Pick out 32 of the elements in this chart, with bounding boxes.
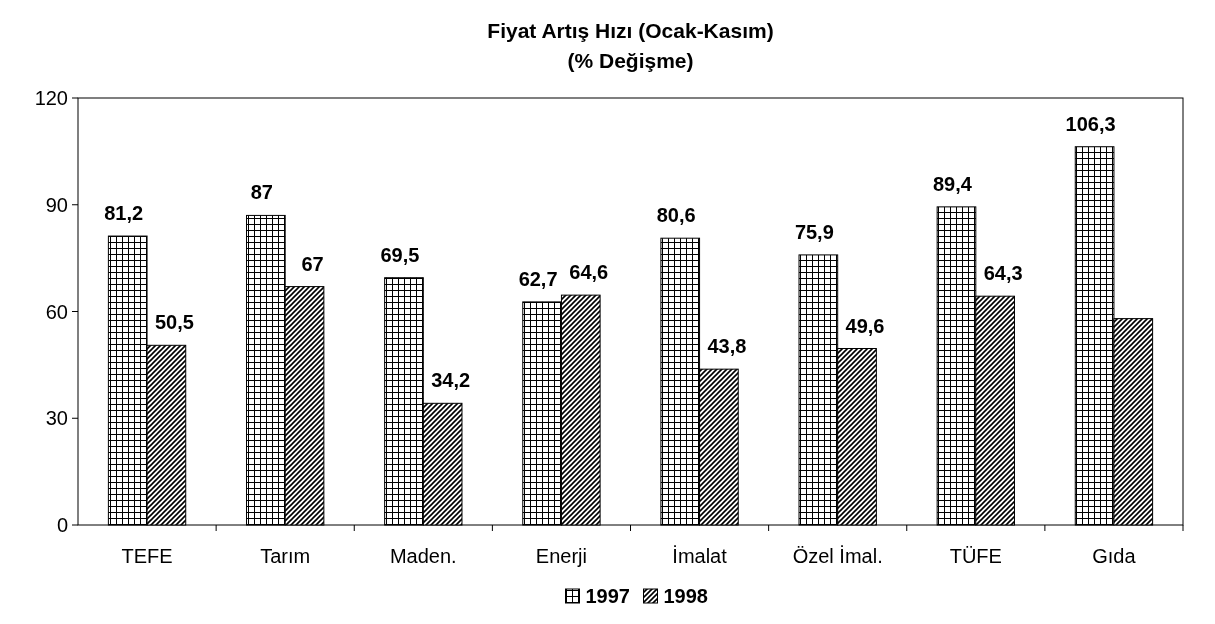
chart-title: Fiyat Artış Hızı (Ocak-Kasım) xyxy=(487,19,774,42)
legend-label: 1997 xyxy=(585,585,630,607)
data-label: 62,7 xyxy=(518,267,558,290)
data-label: 67 xyxy=(301,252,324,275)
data-label: 64,6 xyxy=(569,261,609,284)
chart-subtitle: (% Değişme) xyxy=(567,49,694,72)
data-label: 69,5 xyxy=(380,243,420,266)
data-label: 43,8 xyxy=(707,335,747,358)
legend-label: 1998 xyxy=(663,585,708,607)
y-tick-label: 0 xyxy=(56,514,68,536)
data-label: 87 xyxy=(250,181,273,204)
data-label: 80,6 xyxy=(656,204,696,227)
x-tick-label: Tarım xyxy=(260,545,311,567)
data-label: 34,2 xyxy=(431,369,471,392)
data-label: 50,5 xyxy=(154,311,194,334)
x-tick-label: Enerji xyxy=(535,545,588,567)
data-label: 106,3 xyxy=(1065,112,1116,135)
y-tick-label: 30 xyxy=(45,407,68,430)
data-label: 81,2 xyxy=(104,202,144,225)
data-label: 89,4 xyxy=(933,172,973,195)
data-label: 64,3 xyxy=(983,262,1023,285)
y-tick-label: 120 xyxy=(34,87,68,109)
x-tick-label: TÜFE xyxy=(949,545,1002,567)
x-tick-label: Gıda xyxy=(1092,545,1137,567)
x-tick-label: Özel İmal. xyxy=(792,545,883,567)
y-tick-label: 60 xyxy=(45,300,68,323)
data-label: 75,9 xyxy=(794,220,834,243)
data-label: 49,6 xyxy=(845,314,885,337)
x-tick-label: İmalat xyxy=(672,545,728,567)
x-tick-label: TEFE xyxy=(121,545,173,567)
y-tick-label: 90 xyxy=(45,193,68,216)
x-tick-label: Maden. xyxy=(389,545,457,567)
